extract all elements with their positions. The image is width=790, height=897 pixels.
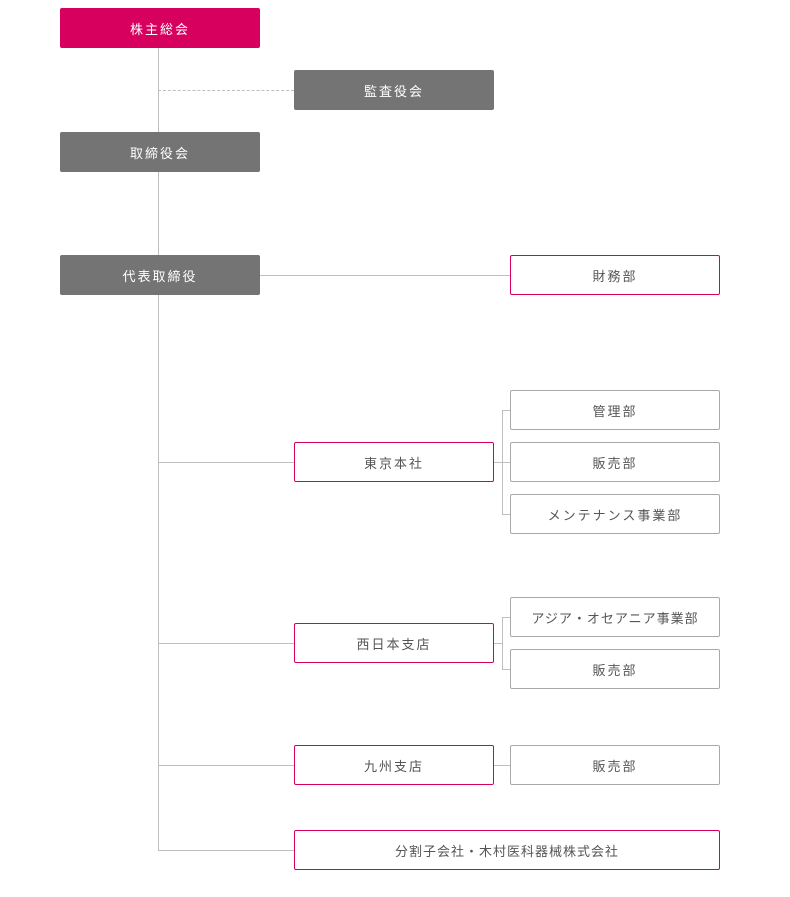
edge-tokyo-right [494, 462, 502, 463]
org-chart: 株主総会 監査役会 取締役会 代表取締役 財務部 東京本社 管理部 販売部 メン… [0, 0, 790, 897]
label: 管理部 [592, 401, 637, 420]
label: 販売部 [592, 756, 637, 775]
node-subsidiary: 分割子会社・木村医科器械株式会社 [294, 830, 720, 870]
node-tokyo-sales: 販売部 [510, 442, 720, 482]
node-president: 代表取締役 [60, 255, 260, 295]
bracket-tokyo-3 [502, 514, 510, 515]
edge-tokyo [158, 462, 294, 463]
node-kyushu: 九州支店 [294, 745, 494, 785]
node-kyushu-sales: 販売部 [510, 745, 720, 785]
node-auditors: 監査役会 [294, 70, 494, 110]
node-westjp: 西日本支店 [294, 623, 494, 663]
label: アジア・オセアニア事業部 [531, 608, 698, 627]
edge-subsidiary [158, 850, 294, 851]
label: 財務部 [592, 266, 637, 285]
bracket-westjp-v [502, 617, 503, 669]
bracket-tokyo-1 [502, 410, 510, 411]
label: 九州支店 [364, 756, 424, 775]
edge-kyushu-sales [494, 765, 510, 766]
bracket-westjp-1 [502, 617, 510, 618]
edge-kyushu [158, 765, 294, 766]
node-tokyo-admin: 管理部 [510, 390, 720, 430]
node-shareholders: 株主総会 [60, 8, 260, 48]
node-tokyo-maint: メンテナンス事業部 [510, 494, 720, 534]
node-westjp-asia: アジア・オセアニア事業部 [510, 597, 720, 637]
edge-president-finance [260, 275, 510, 276]
label: 取締役会 [130, 143, 190, 162]
node-finance: 財務部 [510, 255, 720, 295]
node-westjp-sales: 販売部 [510, 649, 720, 689]
edge-auditors [158, 90, 294, 91]
bracket-tokyo-2 [502, 462, 510, 463]
label: 東京本社 [364, 453, 424, 472]
label: 販売部 [592, 453, 637, 472]
bracket-westjp-2 [502, 669, 510, 670]
label: メンテナンス事業部 [548, 505, 683, 524]
label: 西日本支店 [356, 634, 431, 653]
edge-westjp [158, 643, 294, 644]
label: 販売部 [592, 660, 637, 679]
label: 代表取締役 [122, 266, 197, 285]
node-tokyo: 東京本社 [294, 442, 494, 482]
edge-westjp-right [494, 643, 502, 644]
label: 分割子会社・木村医科器械株式会社 [395, 841, 619, 860]
label: 監査役会 [364, 81, 424, 100]
label: 株主総会 [130, 19, 190, 38]
node-directors: 取締役会 [60, 132, 260, 172]
